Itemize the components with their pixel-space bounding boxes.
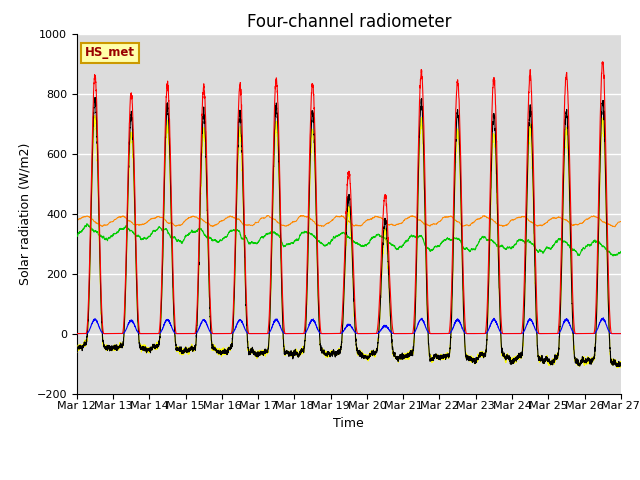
Legend: SW_in, SW_out, LW_in, LW_out, Rnet_4way, Rnet_NRLite: SW_in, SW_out, LW_in, LW_out, Rnet_4way,…	[102, 476, 595, 480]
Text: HS_met: HS_met	[85, 46, 135, 59]
Y-axis label: Solar radiation (W/m2): Solar radiation (W/m2)	[18, 143, 31, 285]
Title: Four-channel radiometer: Four-channel radiometer	[246, 12, 451, 31]
X-axis label: Time: Time	[333, 417, 364, 430]
